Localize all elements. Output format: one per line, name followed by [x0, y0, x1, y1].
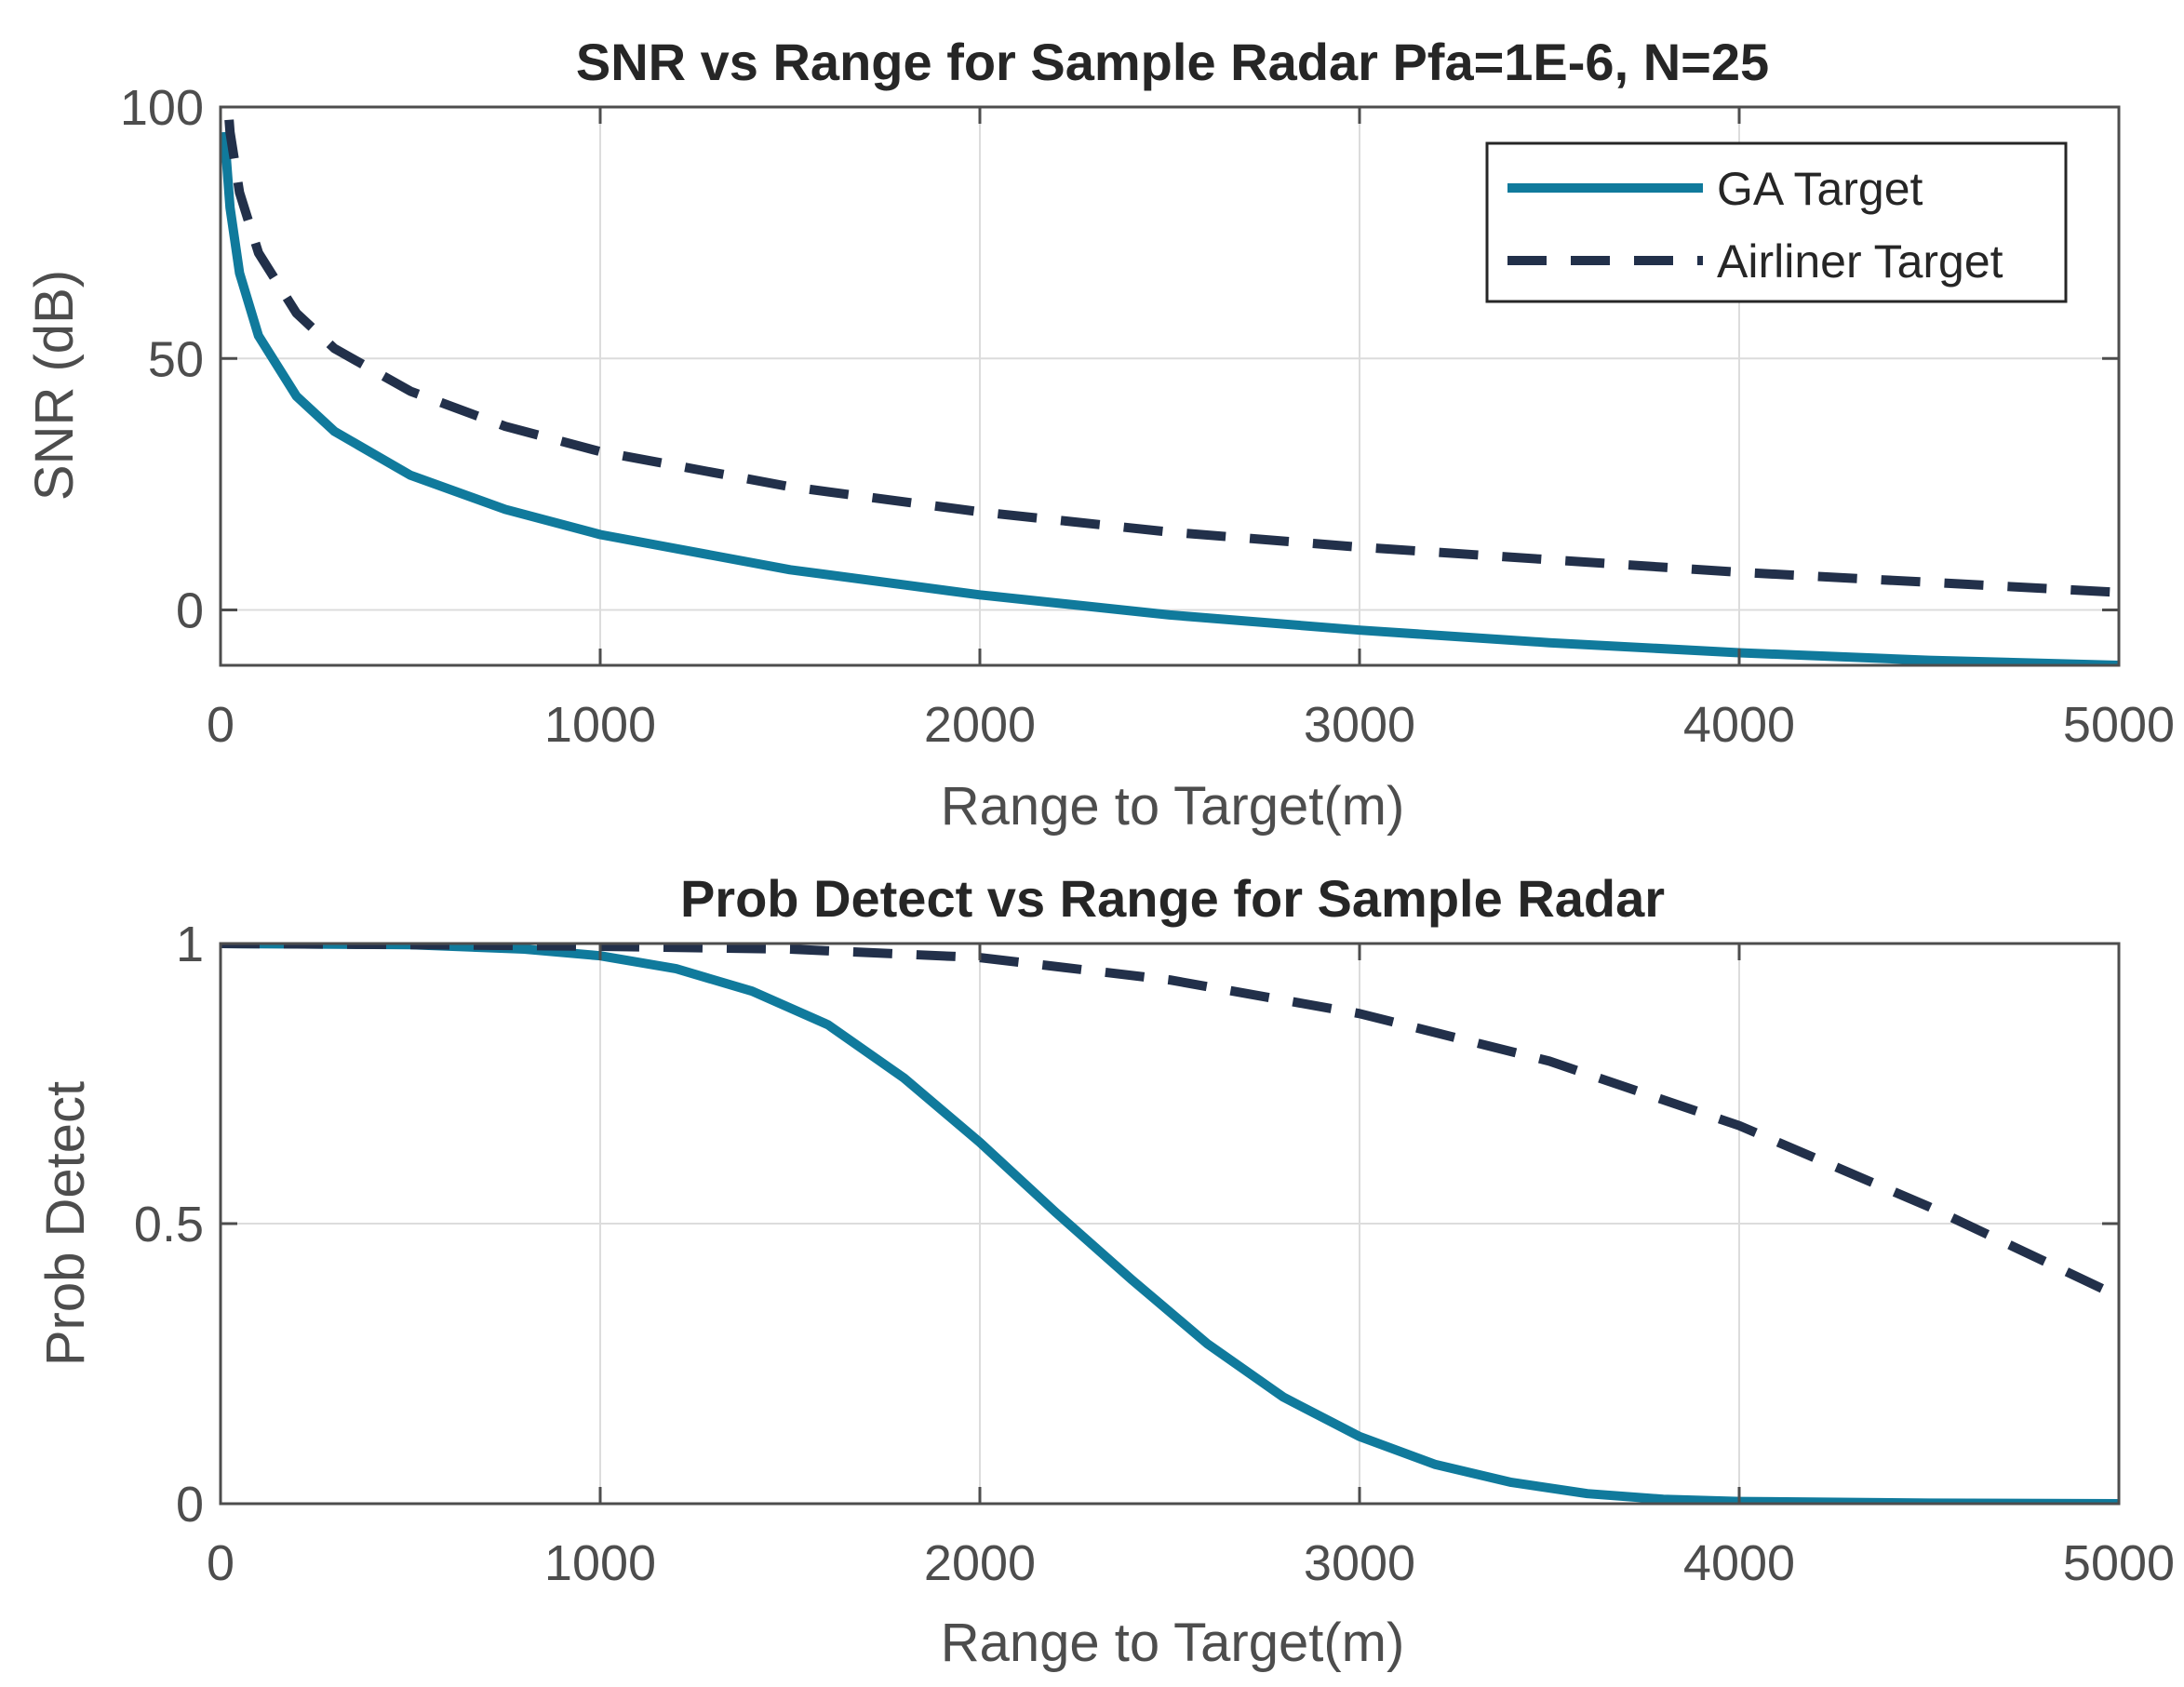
- prob-x-tick-label: 0: [207, 1535, 234, 1591]
- prob-x-tick-label: 4000: [1683, 1535, 1795, 1591]
- snr-series-ga-target-line: [221, 131, 2119, 665]
- prob-y-tick-label: 0: [176, 1477, 204, 1533]
- snr-x-axis-label: Range to Target(m): [941, 776, 1405, 837]
- snr-x-tick-label: 5000: [2063, 697, 2175, 753]
- prob-y-tick-label: 0.5: [134, 1197, 204, 1252]
- snr-x-tick-label: 2000: [924, 697, 1036, 753]
- snr-plot-frame: [219, 105, 2121, 667]
- prob-y-axis-label: Prob Detect: [35, 1081, 96, 1366]
- snr-y-tick-label: 50: [148, 331, 204, 387]
- snr-x-tick-label: 1000: [544, 697, 656, 753]
- prob-x-tick-label: 1000: [544, 1535, 656, 1591]
- legend-ga-label: GA Target: [1717, 163, 1923, 215]
- snr-y-tick-label: 0: [176, 583, 204, 639]
- legend-airliner-label: Airliner Target: [1717, 235, 2003, 288]
- snr-y-axis-label: SNR (dB): [24, 270, 85, 501]
- legend-box: [1485, 141, 2068, 303]
- snr-y-tick-label: 100: [120, 80, 204, 136]
- prob-x-tick-label: 2000: [924, 1535, 1036, 1591]
- prob-chart-title: Prob Detect vs Range for Sample Radar: [680, 869, 1665, 928]
- prob-detect-chart: Prob Detect vs Range for Sample Radar Pr…: [35, 869, 2175, 1673]
- snr-x-tick-label: 3000: [1304, 697, 1415, 753]
- snr-chart-title: SNR vs Range for Sample Radar Pfa=1E-6, …: [576, 33, 1769, 91]
- legend: GA Target Airliner Target: [1485, 141, 2068, 303]
- prob-series-airliner-target-line: [221, 944, 2119, 1301]
- prob-x-axis-label: Range to Target(m): [941, 1613, 1405, 1673]
- snr-x-tick-label: 4000: [1683, 697, 1795, 753]
- snr-chart: SNR vs Range for Sample Radar Pfa=1E-6, …: [24, 33, 2175, 837]
- snr-x-tick-label: 0: [207, 697, 234, 753]
- prob-x-tick-label: 3000: [1304, 1535, 1415, 1591]
- prob-y-tick-label: 1: [176, 917, 204, 972]
- prob-series-ga-target-line: [221, 944, 2119, 1504]
- prob-x-tick-label: 5000: [2063, 1535, 2175, 1591]
